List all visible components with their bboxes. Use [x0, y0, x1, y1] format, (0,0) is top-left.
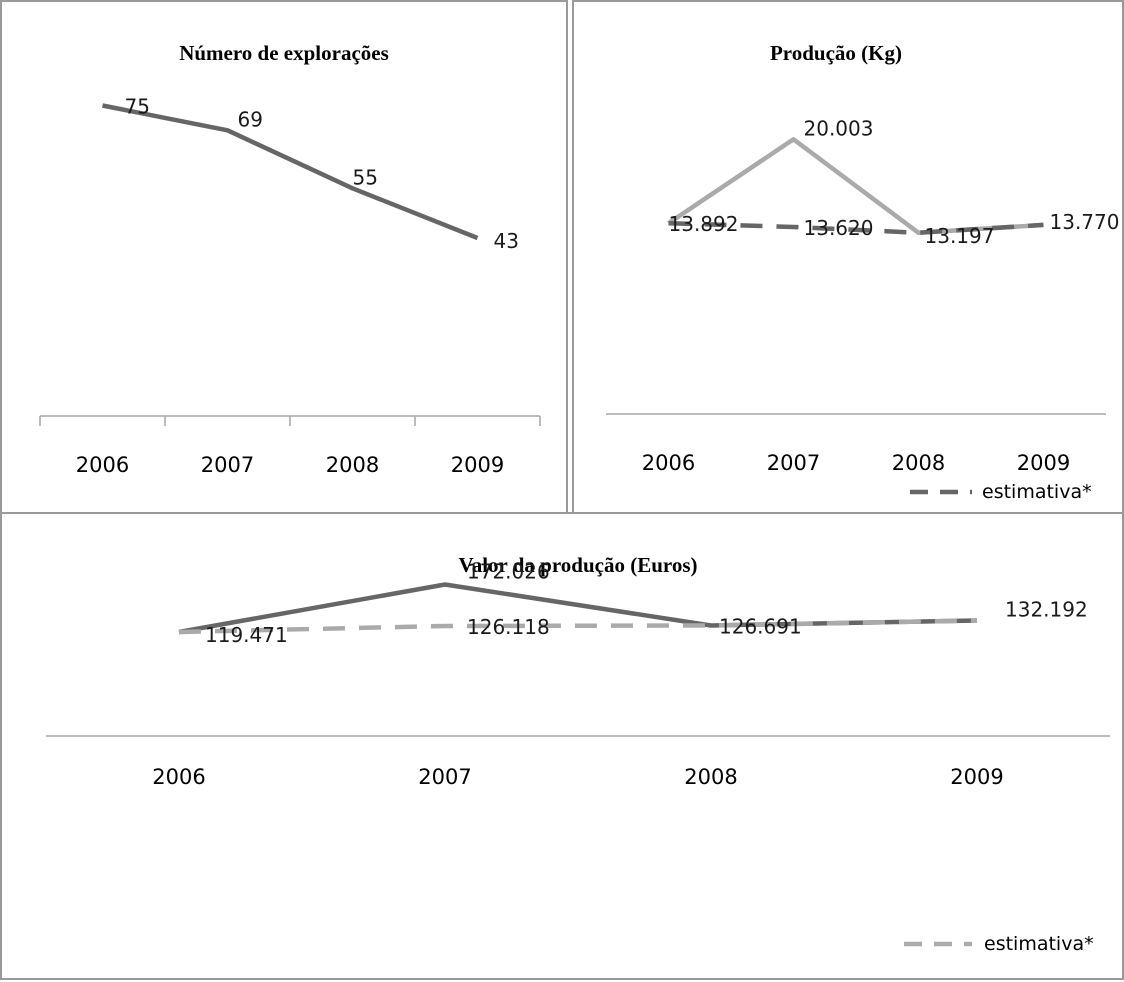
x-tick-label: 2008: [892, 451, 945, 475]
legend-label: estimativa*: [982, 481, 1092, 503]
x-tick-label: 2008: [684, 765, 737, 789]
data-label: 43: [494, 229, 519, 253]
chart-panel-exploracoes: Número de explorações 2006 2007 2008 2009 75 6…: [0, 0, 568, 514]
x-tick-label: 2006: [642, 451, 695, 475]
chart-title: Produção (Kg): [770, 41, 902, 65]
data-label: 13.197: [925, 224, 995, 248]
x-tick-label: 2007: [418, 765, 471, 789]
x-tick-label: 2009: [950, 765, 1003, 789]
data-label: 126.118: [467, 615, 550, 639]
x-tick-label: 2007: [201, 453, 254, 477]
legend-label: estimativa*: [984, 933, 1094, 955]
data-label: 13.892: [669, 212, 739, 236]
data-label: 119.471: [205, 623, 288, 647]
x-tick-label: 2009: [1017, 451, 1070, 475]
chart-producao: Produção (Kg) 2006 2007 2008 2009 20.003 13.89…: [606, 41, 1120, 503]
series-line: [667, 137, 1044, 236]
x-tick-label: 2009: [451, 453, 504, 477]
chart-panel-valor: Valor da produção (Euros) 2006 2007 2008 200…: [0, 512, 1124, 980]
chart-exploracoes: Número de explorações 2006 2007 2008 2009 75 6…: [39, 41, 541, 477]
data-label: 20.003: [804, 116, 874, 140]
series-line: [102, 103, 479, 241]
x-tick-label: 2008: [326, 453, 379, 477]
series-line: [668, 220, 1044, 236]
x-tick-label: 2007: [767, 451, 820, 475]
data-label: 75: [125, 95, 150, 119]
chart-panel-producao: Produção (Kg) 2006 2007 2008 2009 20.003 13.89…: [572, 0, 1124, 514]
data-label: 13.770: [1050, 210, 1120, 234]
data-label: 172.026: [467, 559, 550, 583]
data-label: 55: [353, 165, 378, 189]
data-label: 13.620: [804, 216, 874, 240]
data-label: 126.691: [719, 614, 802, 638]
x-tick-label: 2006: [76, 453, 129, 477]
x-tick-label: 2006: [152, 765, 205, 789]
chart-title: Número de explorações: [179, 41, 389, 65]
data-label: 132.192: [1005, 597, 1088, 621]
chart-valor: Valor da produção (Euros) 2006 2007 2008 200…: [46, 553, 1110, 955]
data-label: 69: [238, 107, 263, 131]
series-line: [178, 618, 978, 635]
chart-title: Valor da produção (Euros): [458, 553, 697, 577]
